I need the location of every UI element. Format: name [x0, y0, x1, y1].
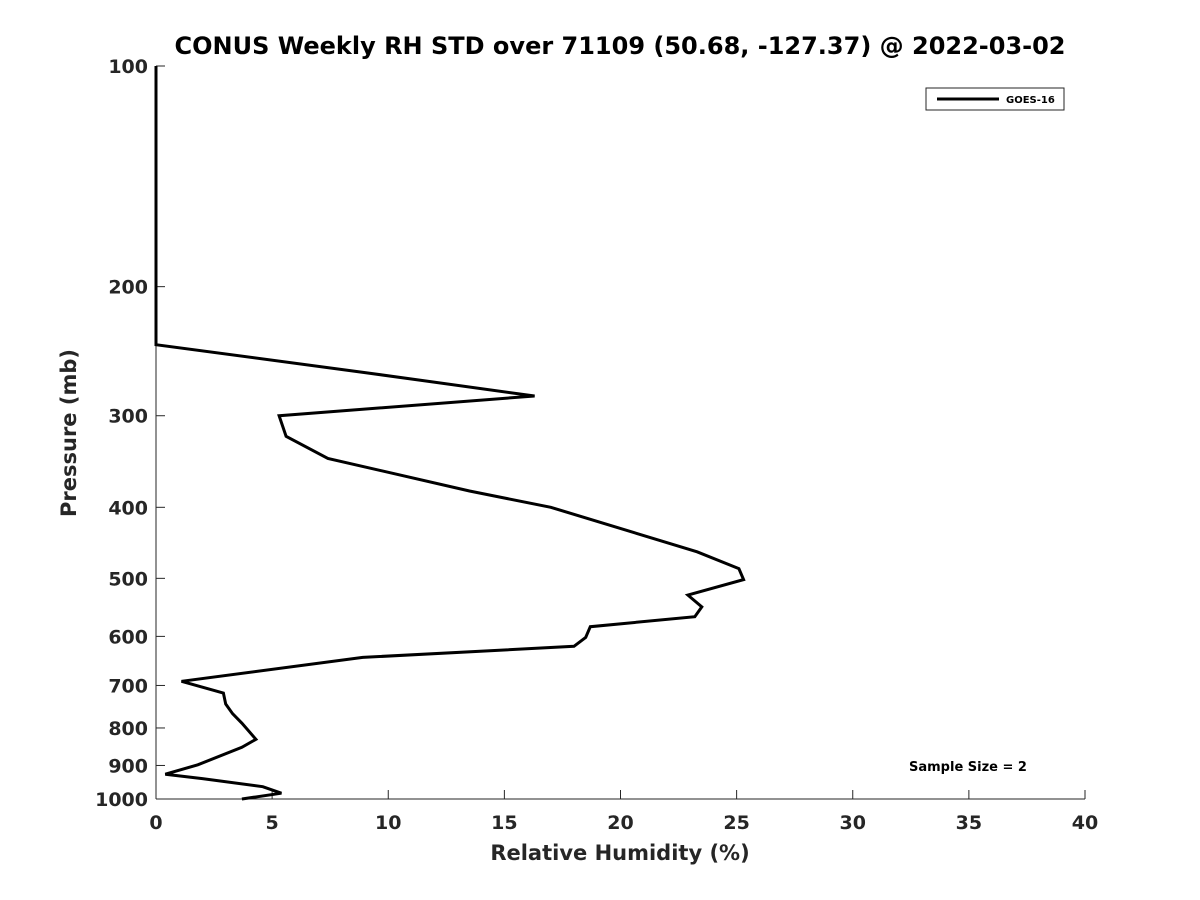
y-axis-ticks: 100 200 300 400 500 600 700 800 900 1000	[95, 56, 165, 811]
y-tick-label: 400	[108, 497, 148, 519]
y-tick-label: 700	[108, 675, 148, 697]
x-tick-label: 20	[607, 812, 633, 834]
series-line-goes-16	[154, 66, 746, 801]
axes	[155, 66, 1085, 800]
legend: GOES-16	[925, 87, 1065, 111]
y-tick-label: 200	[108, 277, 148, 299]
y-axis-label: Pressure (mb)	[57, 349, 81, 517]
y-tick-label: 300	[108, 406, 148, 428]
x-tick-label: 15	[491, 812, 517, 834]
chart-title: CONUS Weekly RH STD over 71109 (50.68, -…	[174, 32, 1065, 60]
x-tick-label: 35	[956, 812, 982, 834]
x-tick-label: 40	[1072, 812, 1098, 834]
y-tick-label: 600	[108, 626, 148, 648]
x-tick-label: 5	[266, 812, 279, 834]
sample-size-annotation: Sample Size = 2	[909, 760, 1027, 775]
legend-label-goes-16: GOES-16	[1006, 95, 1055, 106]
x-tick-label: 30	[840, 812, 866, 834]
x-tick-label: 0	[149, 812, 162, 834]
x-tick-label: 10	[375, 812, 401, 834]
x-axis-ticks: 0 5 10 15 20 25 30 35 40	[149, 790, 1098, 834]
x-axis-label: Relative Humidity (%)	[490, 841, 749, 865]
series-layer	[154, 66, 746, 801]
y-tick-label: 1000	[95, 789, 148, 811]
y-tick-label: 500	[108, 568, 148, 590]
y-tick-label: 800	[108, 718, 148, 740]
x-tick-label: 25	[723, 812, 749, 834]
y-tick-label: 100	[108, 56, 148, 78]
y-tick-label: 900	[108, 755, 148, 777]
